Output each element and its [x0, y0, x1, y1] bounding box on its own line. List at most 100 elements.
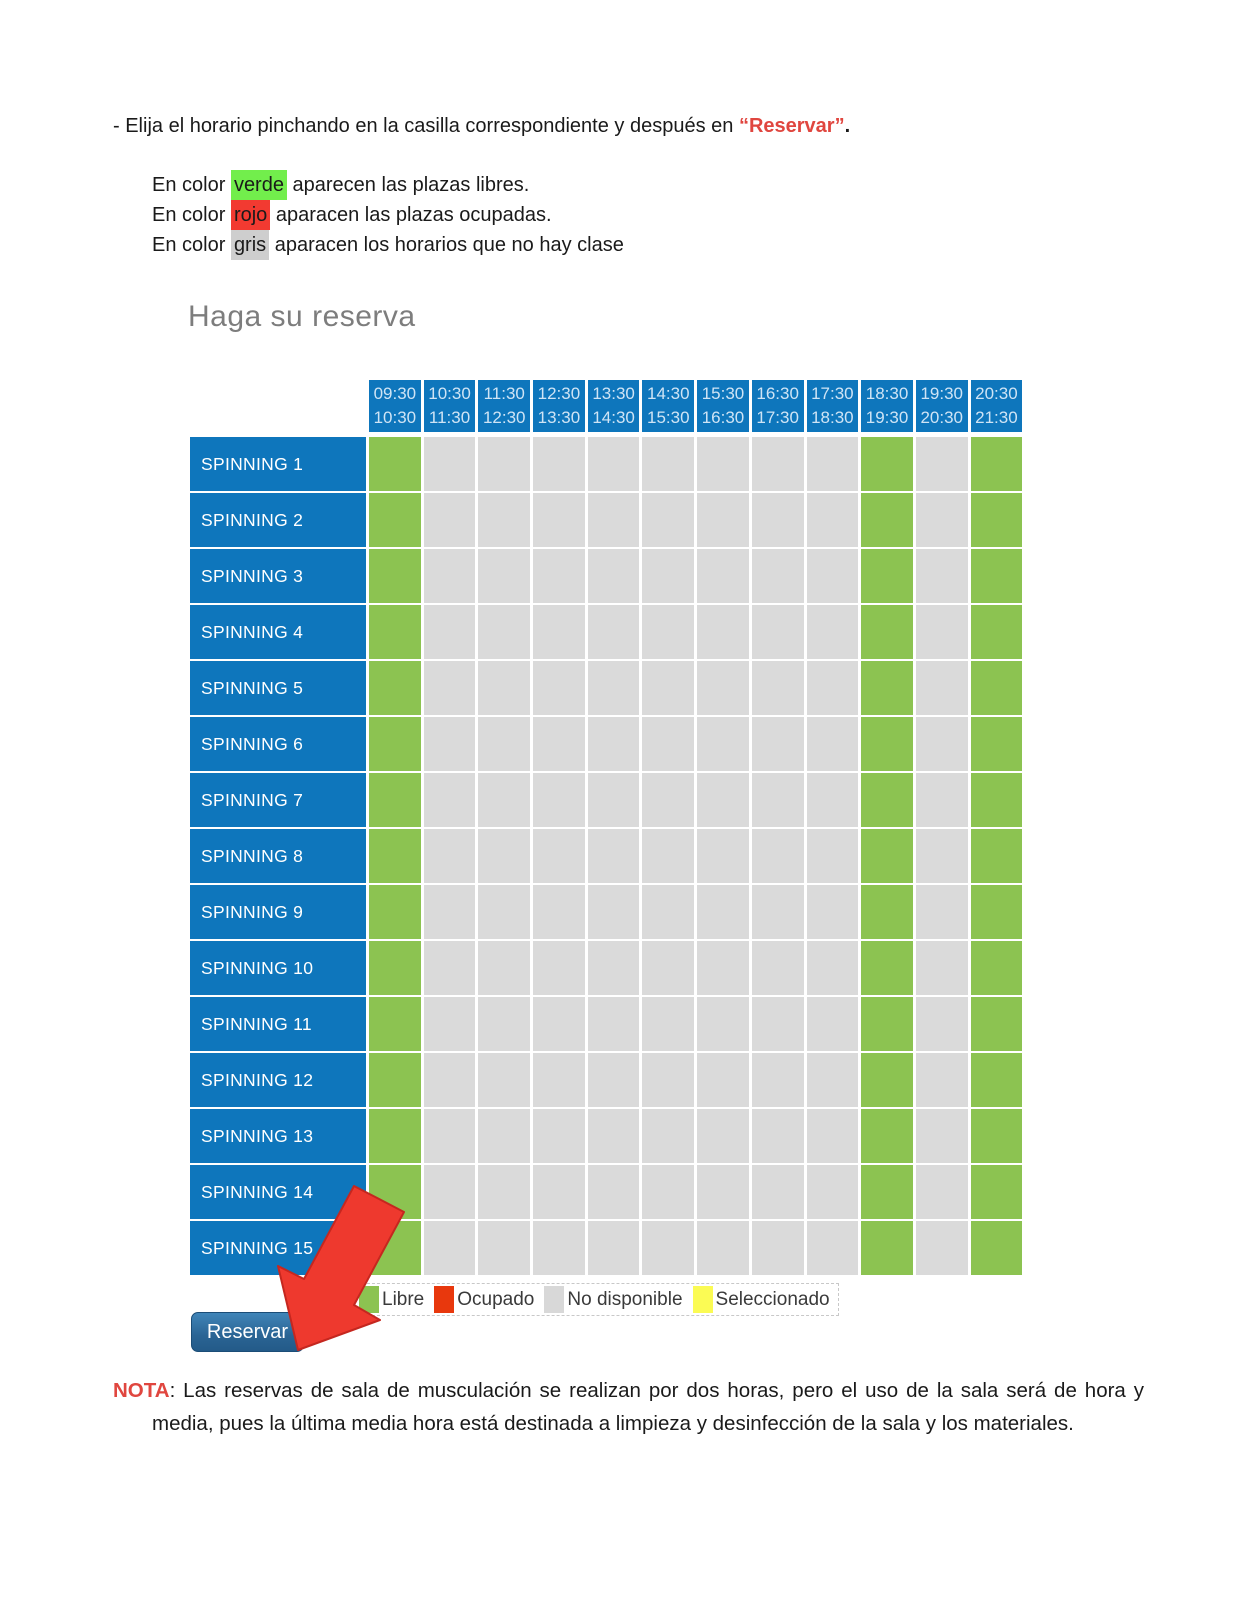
slot-cell-unavailable — [697, 549, 749, 603]
slot-cell-free[interactable] — [861, 1109, 913, 1163]
slot-cell-free[interactable] — [970, 1221, 1023, 1275]
slot-cell-free[interactable] — [861, 605, 913, 659]
slot-cell-free[interactable] — [970, 997, 1023, 1051]
slot-cell-free[interactable] — [970, 829, 1023, 883]
slot-cell-unavailable — [423, 437, 476, 491]
slot-cell-free[interactable] — [369, 717, 421, 771]
slot-cell-free[interactable] — [970, 1109, 1023, 1163]
slot-cell-free[interactable] — [861, 1165, 913, 1219]
room-label: SPINNING 13 — [190, 1109, 366, 1163]
time-slot-header: 15:30 16:30 — [697, 380, 749, 432]
slot-cell-unavailable — [533, 941, 585, 995]
slot-cell-free[interactable] — [369, 997, 421, 1051]
slot-cell-free[interactable] — [369, 1221, 421, 1275]
slot-cell-unavailable — [806, 1109, 859, 1163]
slot-cell-unavailable — [642, 493, 695, 547]
table-row: SPINNING 13 — [190, 1109, 1023, 1163]
slot-cell-free[interactable] — [861, 717, 913, 771]
slot-cell-free[interactable] — [369, 829, 421, 883]
slot-cell-free[interactable] — [970, 1053, 1023, 1107]
slot-cell-free[interactable] — [861, 885, 913, 939]
slot-cell-free[interactable] — [369, 493, 421, 547]
slot-cell-free[interactable] — [861, 941, 913, 995]
slot-cell-free[interactable] — [861, 997, 913, 1051]
slot-cell-unavailable — [423, 1109, 476, 1163]
table-row: SPINNING 2 — [190, 493, 1023, 547]
slot-cell-unavailable — [806, 1165, 859, 1219]
slot-cell-free[interactable] — [861, 437, 913, 491]
slot-cell-unavailable — [533, 549, 585, 603]
slot-cell-unavailable — [915, 1109, 968, 1163]
slot-cell-free[interactable] — [369, 773, 421, 827]
slot-cell-free[interactable] — [970, 493, 1023, 547]
room-label: SPINNING 6 — [190, 717, 366, 771]
slot-cell-unavailable — [478, 885, 531, 939]
unavailable-swatch-icon — [544, 1286, 565, 1313]
slot-cell-unavailable — [478, 829, 531, 883]
slot-cell-free[interactable] — [369, 1053, 421, 1107]
slot-cell-free[interactable] — [369, 549, 421, 603]
header-spacer — [190, 380, 366, 432]
slot-cell-unavailable — [533, 1053, 585, 1107]
slot-cell-unavailable — [587, 773, 640, 827]
slot-cell-unavailable — [751, 941, 804, 995]
slot-cell-free[interactable] — [861, 1053, 913, 1107]
slot-cell-unavailable — [642, 437, 695, 491]
reservar-button[interactable]: Reservar — [191, 1312, 304, 1352]
slot-cell-free[interactable] — [861, 1221, 913, 1275]
room-label: SPINNING 5 — [190, 661, 366, 715]
slot-cell-unavailable — [697, 493, 749, 547]
slot-cell-free[interactable] — [369, 605, 421, 659]
slot-cell-free[interactable] — [861, 773, 913, 827]
slot-cell-unavailable — [642, 549, 695, 603]
slot-cell-unavailable — [642, 885, 695, 939]
slot-cell-free[interactable] — [970, 941, 1023, 995]
slot-cell-unavailable — [751, 997, 804, 1051]
slot-cell-free[interactable] — [369, 941, 421, 995]
slot-cell-free[interactable] — [970, 661, 1023, 715]
room-label: SPINNING 3 — [190, 549, 366, 603]
slot-cell-free[interactable] — [369, 885, 421, 939]
slot-cell-unavailable — [423, 661, 476, 715]
slot-cell-unavailable — [751, 437, 804, 491]
slot-cell-free[interactable] — [369, 1109, 421, 1163]
slot-cell-free[interactable] — [970, 605, 1023, 659]
slot-cell-unavailable — [478, 941, 531, 995]
time-slot-header: 17:30 18:30 — [806, 380, 859, 432]
slot-cell-free[interactable] — [970, 437, 1023, 491]
room-label: SPINNING 12 — [190, 1053, 366, 1107]
slot-cell-unavailable — [642, 829, 695, 883]
slot-cell-free[interactable] — [970, 885, 1023, 939]
slot-cell-unavailable — [533, 829, 585, 883]
slot-cell-unavailable — [587, 885, 640, 939]
slot-cell-free[interactable] — [861, 661, 913, 715]
slot-cell-free[interactable] — [970, 549, 1023, 603]
slot-cell-unavailable — [751, 829, 804, 883]
slot-cell-unavailable — [806, 717, 859, 771]
booking-table: 09:30 10:30 10:30 11:30 11:30 12:30 12:30 13:30… — [190, 380, 1023, 1277]
slot-cell-unavailable — [478, 1221, 531, 1275]
slot-cell-free[interactable] — [369, 1165, 421, 1219]
slot-cell-unavailable — [478, 1165, 531, 1219]
slot-cell-free[interactable] — [970, 717, 1023, 771]
slot-cell-free[interactable] — [970, 1165, 1023, 1219]
slot-cell-unavailable — [697, 773, 749, 827]
slot-cell-free[interactable] — [861, 829, 913, 883]
slot-cell-unavailable — [751, 773, 804, 827]
slot-cell-unavailable — [806, 605, 859, 659]
slot-cell-unavailable — [533, 885, 585, 939]
slot-cell-unavailable — [915, 941, 968, 995]
slot-cell-free[interactable] — [369, 661, 421, 715]
room-label: SPINNING 9 — [190, 885, 366, 939]
slot-cell-free[interactable] — [369, 437, 421, 491]
slot-cell-unavailable — [751, 661, 804, 715]
slot-cell-free[interactable] — [861, 493, 913, 547]
room-label: SPINNING 1 — [190, 437, 366, 491]
slot-cell-free[interactable] — [970, 773, 1023, 827]
slot-cell-free[interactable] — [861, 549, 913, 603]
slot-cell-unavailable — [423, 885, 476, 939]
slot-cell-unavailable — [697, 1221, 749, 1275]
slot-cell-unavailable — [478, 773, 531, 827]
selected-swatch-icon — [692, 1286, 713, 1313]
table-row: SPINNING 9 — [190, 885, 1023, 939]
